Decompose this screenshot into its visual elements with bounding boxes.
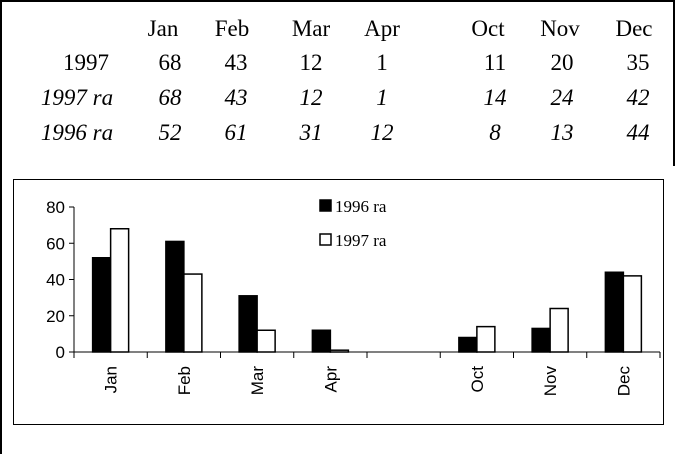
bar — [476, 325, 496, 353]
bar — [256, 329, 276, 353]
table-cell: 42 — [626, 85, 650, 110]
x-tick-label: Feb — [175, 366, 194, 395]
table-header-month: Feb — [214, 16, 250, 41]
table-row-label: 1997 — [63, 50, 109, 75]
y-tick-label: 80 — [46, 198, 65, 217]
table-cell: 68 — [158, 85, 182, 110]
legend-swatch — [319, 199, 332, 212]
table-header-month: Mar — [291, 16, 331, 41]
x-tick-label: Apr — [321, 366, 340, 393]
table-cell: 24 — [550, 85, 574, 110]
y-tick-label: 60 — [46, 234, 65, 253]
table-header-month: Nov — [540, 16, 580, 41]
table-cell: 12 — [370, 120, 394, 145]
legend-label: 1997 ra — [335, 231, 387, 250]
bar — [458, 336, 478, 353]
table-cell: 61 — [224, 120, 248, 145]
frame-left-border — [0, 0, 2, 454]
table-header-month: Jan — [147, 16, 179, 41]
table-header-month: Dec — [615, 16, 653, 41]
table-cell: 43 — [224, 50, 248, 75]
chart-frame — [13, 179, 664, 425]
bar — [183, 273, 203, 353]
bar — [604, 271, 625, 353]
legend-label: 1996 ra — [335, 197, 387, 216]
table-cell: 43 — [224, 85, 248, 110]
frame-top-border — [0, 0, 675, 2]
y-tick-label: 0 — [56, 343, 65, 362]
table-cell: 13 — [550, 120, 574, 145]
table-cell: 44 — [626, 120, 650, 145]
table-cell: 68 — [158, 50, 182, 75]
y-tick-label: 20 — [46, 307, 65, 326]
frame-right-border — [673, 0, 675, 166]
table-row-label: 1996 ra — [40, 120, 114, 145]
bar — [165, 240, 185, 353]
bar — [549, 307, 569, 353]
bar — [238, 295, 258, 353]
bar — [109, 228, 130, 353]
x-tick-label: Mar — [248, 366, 267, 396]
table-cell: 12 — [299, 50, 323, 75]
table-cell: 1 — [376, 85, 388, 110]
bar — [329, 349, 350, 353]
x-tick-label: Dec — [614, 366, 633, 397]
table-cell: 35 — [626, 50, 650, 75]
bar — [622, 275, 643, 353]
table-cell: 1 — [376, 50, 388, 75]
table-cell: 8 — [489, 120, 501, 145]
table-header-month: Apr — [364, 16, 400, 41]
table-header-month: Oct — [471, 16, 505, 41]
x-tick-label: Jan — [102, 366, 121, 393]
table-cell: 31 — [299, 120, 323, 145]
table-cell: 20 — [550, 50, 574, 75]
bar — [531, 327, 551, 353]
bar — [91, 257, 112, 353]
table-row-label: 1997 ra — [40, 85, 114, 110]
table-cell: 14 — [483, 85, 507, 110]
table-cell: 52 — [158, 120, 182, 145]
table-cell: 11 — [483, 50, 507, 75]
table-cell: 12 — [299, 85, 323, 110]
y-tick-label: 40 — [46, 271, 65, 290]
legend-swatch — [319, 233, 332, 246]
x-tick-label: Oct — [468, 366, 487, 393]
bar — [311, 329, 332, 353]
x-tick-label: Nov — [541, 366, 560, 397]
